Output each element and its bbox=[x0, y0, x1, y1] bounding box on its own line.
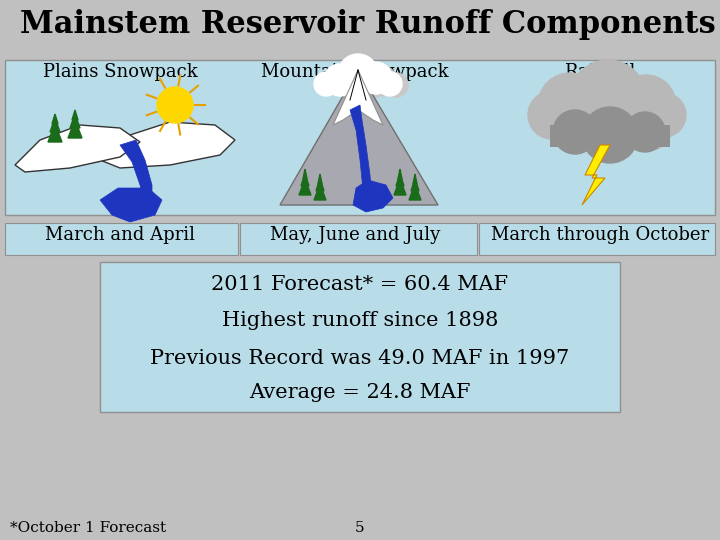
Polygon shape bbox=[100, 122, 235, 168]
Text: May, June and July: May, June and July bbox=[270, 226, 440, 244]
Circle shape bbox=[570, 60, 646, 136]
Polygon shape bbox=[318, 174, 322, 184]
Polygon shape bbox=[72, 110, 78, 120]
Text: Mainstem Reservoir Runoff Components: Mainstem Reservoir Runoff Components bbox=[20, 10, 716, 40]
Circle shape bbox=[538, 73, 602, 137]
Text: March and April: March and April bbox=[45, 226, 195, 244]
Polygon shape bbox=[299, 179, 311, 195]
Polygon shape bbox=[301, 173, 309, 186]
Text: Mountain Snowpack: Mountain Snowpack bbox=[261, 63, 449, 81]
Polygon shape bbox=[409, 184, 421, 200]
Polygon shape bbox=[413, 174, 417, 184]
Polygon shape bbox=[120, 140, 152, 215]
Polygon shape bbox=[396, 173, 404, 186]
Circle shape bbox=[554, 99, 606, 151]
Polygon shape bbox=[52, 114, 58, 124]
Polygon shape bbox=[48, 124, 62, 142]
Polygon shape bbox=[280, 70, 438, 205]
Polygon shape bbox=[100, 188, 162, 222]
FancyBboxPatch shape bbox=[5, 223, 238, 255]
Circle shape bbox=[553, 110, 597, 154]
Text: Average = 24.8 MAF: Average = 24.8 MAF bbox=[249, 382, 471, 402]
Polygon shape bbox=[398, 169, 402, 179]
Circle shape bbox=[625, 112, 665, 152]
Circle shape bbox=[367, 66, 397, 96]
Text: Rainfall: Rainfall bbox=[564, 63, 636, 81]
Polygon shape bbox=[411, 178, 419, 191]
Circle shape bbox=[616, 75, 676, 135]
Circle shape bbox=[378, 72, 402, 96]
Polygon shape bbox=[68, 120, 82, 138]
Circle shape bbox=[338, 54, 378, 94]
FancyBboxPatch shape bbox=[240, 223, 477, 255]
Polygon shape bbox=[333, 70, 383, 125]
Polygon shape bbox=[353, 180, 393, 212]
FancyBboxPatch shape bbox=[550, 125, 670, 147]
Polygon shape bbox=[350, 105, 372, 205]
Text: Plains Snowpack: Plains Snowpack bbox=[42, 63, 197, 81]
Circle shape bbox=[324, 64, 356, 96]
Text: Previous Record was 49.0 MAF in 1997: Previous Record was 49.0 MAF in 1997 bbox=[150, 348, 570, 368]
Circle shape bbox=[348, 65, 384, 101]
Circle shape bbox=[592, 92, 652, 152]
Polygon shape bbox=[582, 145, 610, 205]
Polygon shape bbox=[15, 125, 140, 172]
Circle shape bbox=[360, 62, 392, 94]
Circle shape bbox=[642, 93, 686, 137]
Text: *October 1 Forecast: *October 1 Forecast bbox=[10, 521, 166, 535]
Text: Highest runoff since 1898: Highest runoff since 1898 bbox=[222, 310, 498, 329]
Polygon shape bbox=[316, 178, 324, 191]
Polygon shape bbox=[70, 114, 80, 128]
FancyBboxPatch shape bbox=[479, 223, 715, 255]
FancyBboxPatch shape bbox=[100, 262, 620, 412]
Circle shape bbox=[582, 107, 638, 163]
Polygon shape bbox=[303, 169, 307, 179]
Circle shape bbox=[528, 91, 576, 139]
Text: 5: 5 bbox=[355, 521, 365, 535]
Text: March through October: March through October bbox=[491, 226, 709, 244]
Circle shape bbox=[628, 106, 672, 150]
Circle shape bbox=[384, 73, 408, 97]
Polygon shape bbox=[50, 118, 60, 132]
Text: 2011 Forecast* = 60.4 MAF: 2011 Forecast* = 60.4 MAF bbox=[212, 275, 508, 294]
FancyBboxPatch shape bbox=[5, 60, 715, 215]
Polygon shape bbox=[394, 179, 406, 195]
Polygon shape bbox=[314, 184, 326, 200]
Circle shape bbox=[314, 72, 338, 96]
Circle shape bbox=[157, 87, 193, 123]
